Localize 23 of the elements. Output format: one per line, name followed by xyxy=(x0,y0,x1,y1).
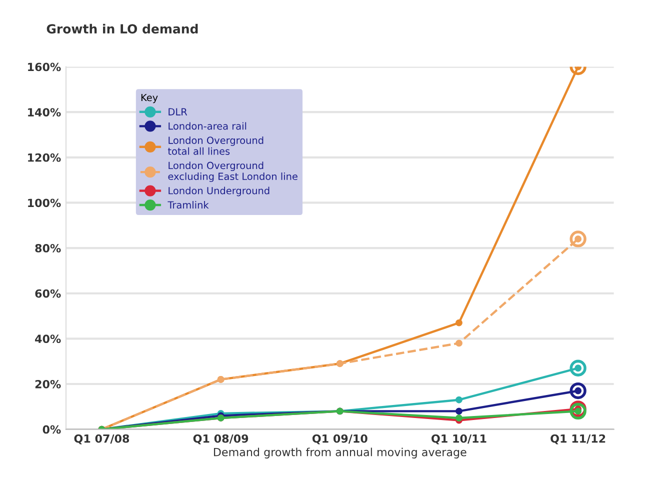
x-tick-label: Q1 11/12 xyxy=(550,434,606,444)
y-tick-label: 40% xyxy=(35,334,61,344)
legend-label: Tramlink xyxy=(168,201,209,209)
legend-label: DLR xyxy=(168,108,188,116)
legend-label: London Overground total all lines xyxy=(168,136,264,155)
x-tick-label: Q1 10/11 xyxy=(432,434,486,444)
x-tick-label: Q1 07/08 xyxy=(74,434,130,444)
y-tick-label: 160% xyxy=(28,62,61,72)
chart-title: Growth in LO demand xyxy=(46,24,198,34)
y-tick-label: 80% xyxy=(35,244,61,252)
legend-title: Key xyxy=(141,94,158,104)
y-tick-label: 60% xyxy=(35,289,61,298)
legend-label: London-area rail xyxy=(168,122,246,130)
y-tick-label: 140% xyxy=(28,108,61,116)
legend-label: London Overground excluding East London line xyxy=(168,162,298,182)
y-tick-label: 100% xyxy=(28,198,61,208)
legend-label: London Underground xyxy=(168,186,270,196)
x-tick-label: Q1 09/10 xyxy=(312,434,368,444)
x-tick-label: Q1 08/09 xyxy=(193,434,248,444)
x-axis-title: Demand growth from annual moving average xyxy=(214,448,466,458)
y-tick-label: 120% xyxy=(28,153,61,162)
y-tick-label: 0% xyxy=(42,425,61,434)
y-tick-label: 20% xyxy=(35,380,61,388)
